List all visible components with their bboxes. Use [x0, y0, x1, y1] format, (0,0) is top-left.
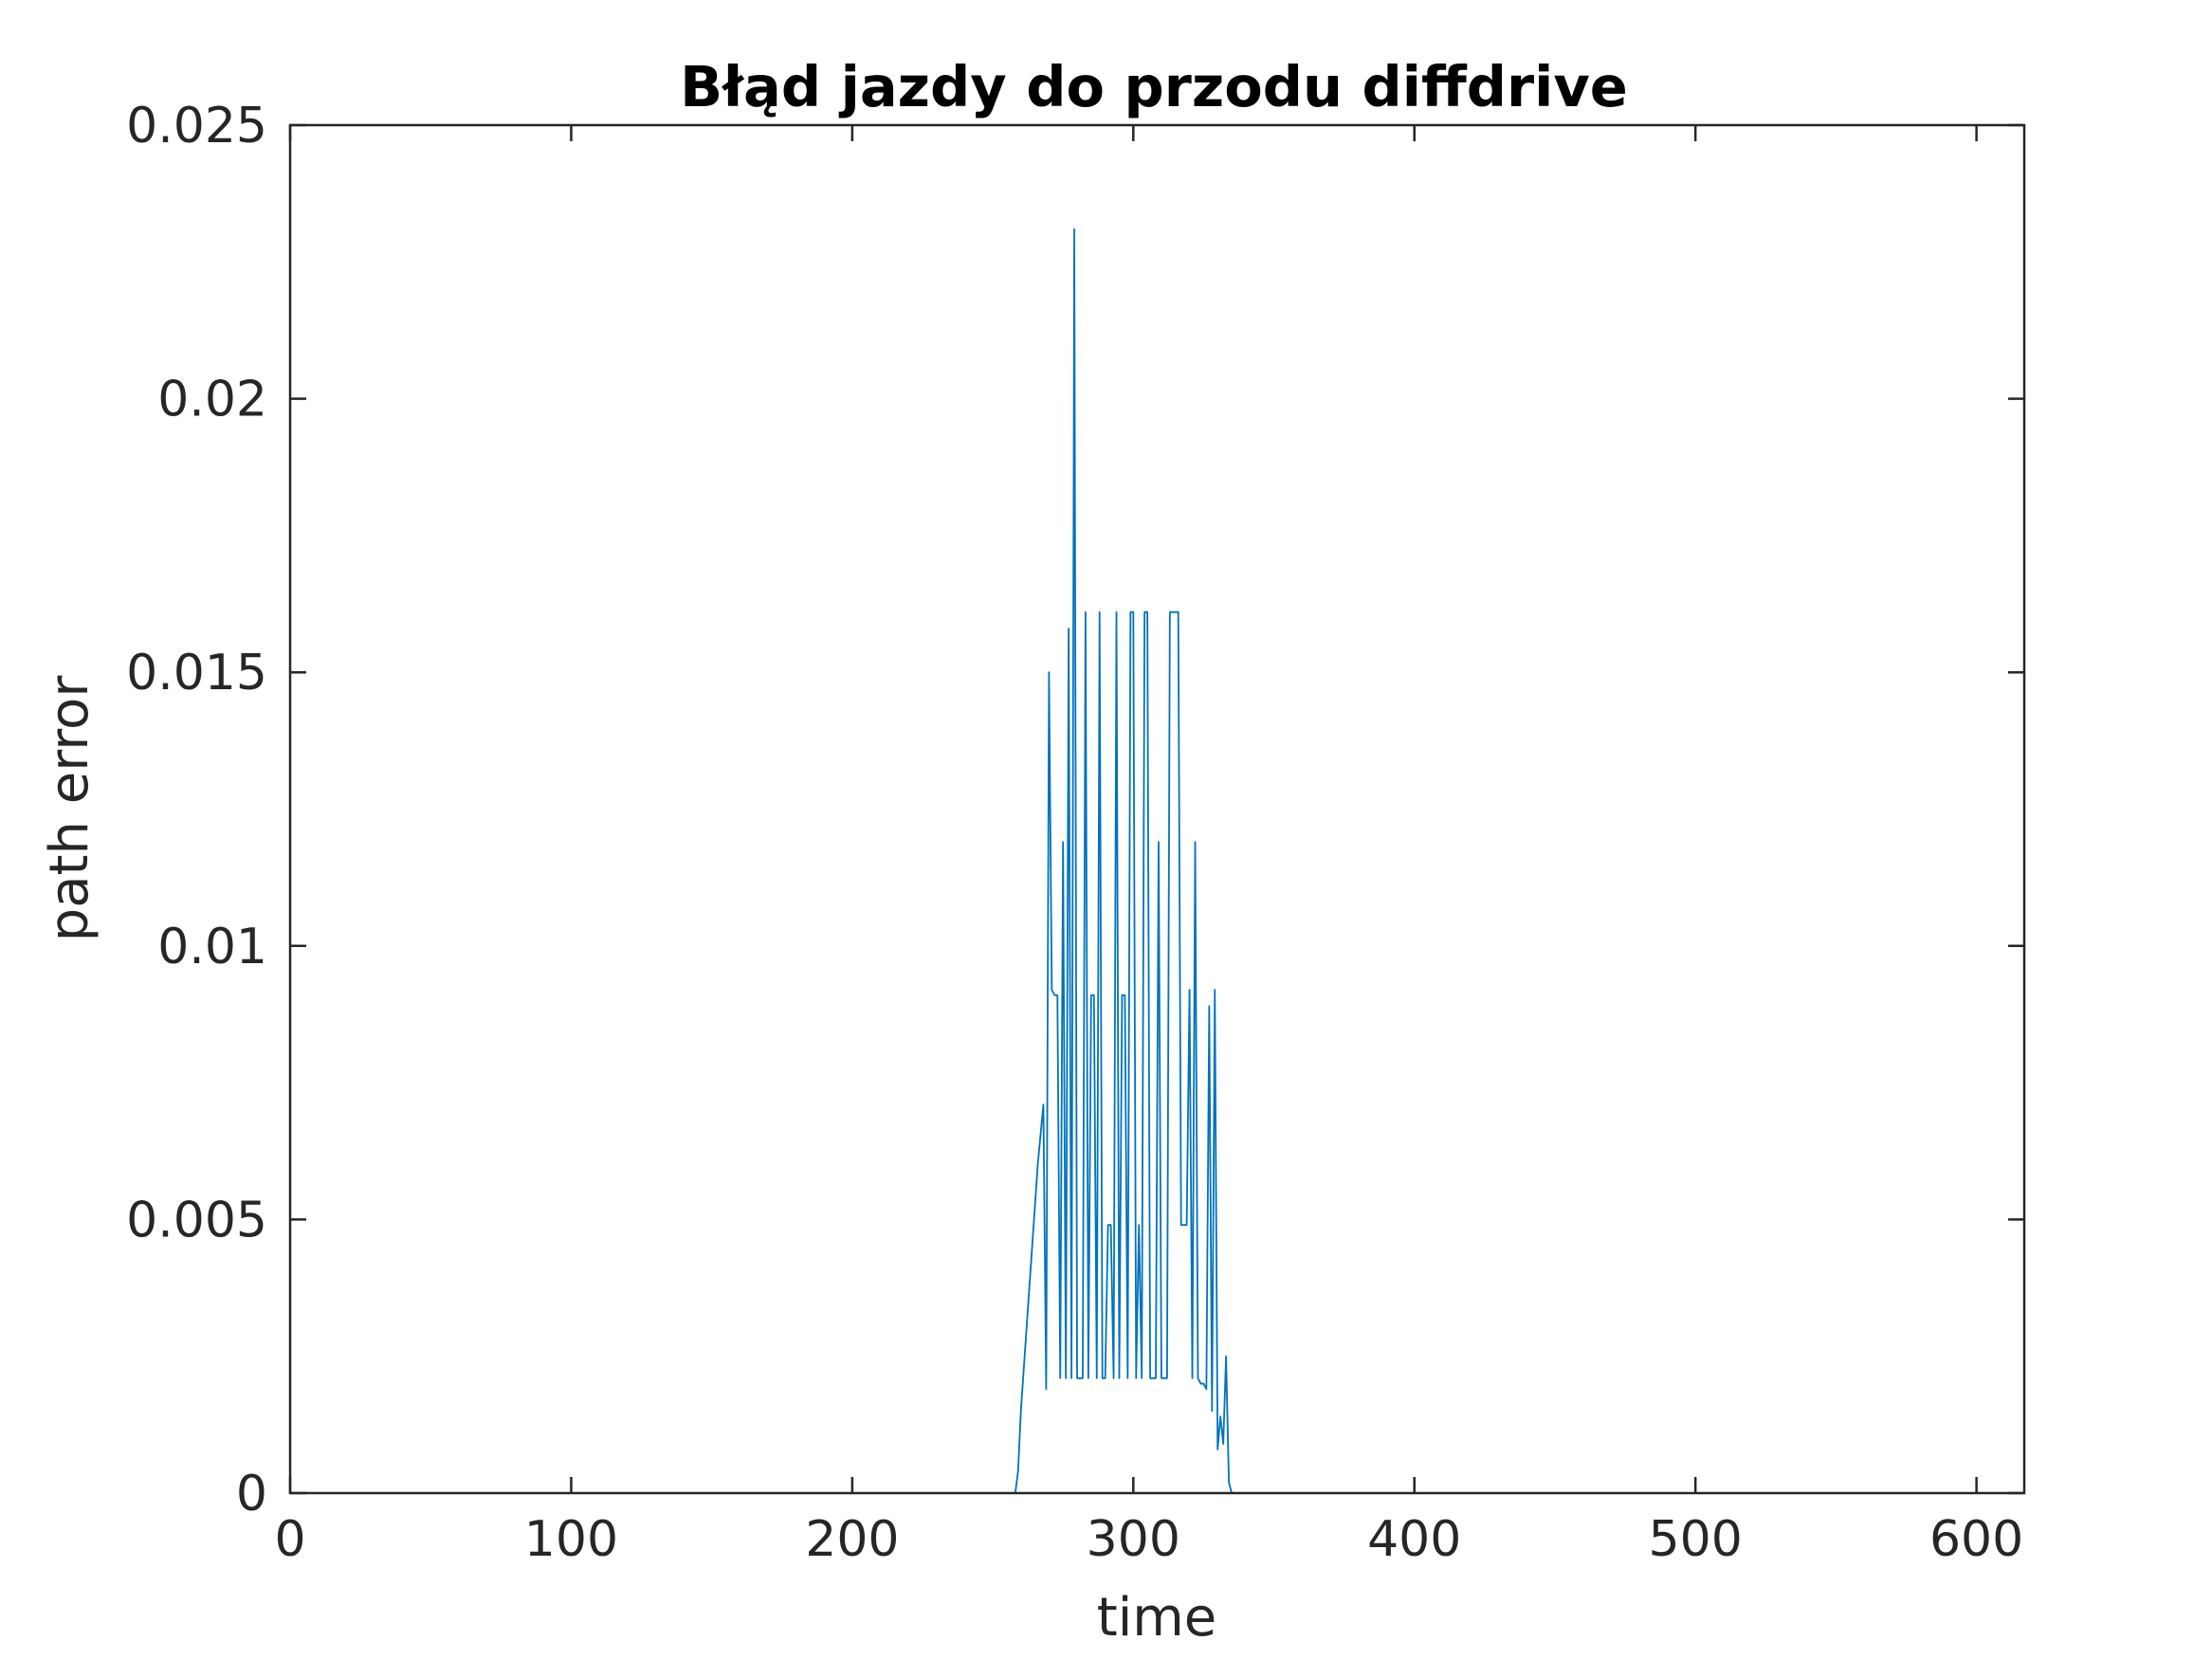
chart-title: Błąd jazdy do przodu diffdrive: [680, 54, 1628, 119]
x-tick-label: 100: [524, 1511, 618, 1568]
tick-label-layer: 0 100 200 300 400 500 600 0 0.005 0.01 0.015 0.02 0.…: [126, 98, 2023, 1568]
y-tick-label: 0.01: [157, 919, 267, 975]
x-tick-label: 200: [805, 1511, 899, 1568]
x-tick-label: 0: [274, 1511, 305, 1568]
y-tick-label: 0.005: [126, 1192, 267, 1249]
x-axis-label: time: [1097, 1587, 1217, 1649]
x-tick-label: 500: [1649, 1511, 1743, 1568]
series-line-1: [290, 228, 2024, 1494]
y-tick-label: 0: [236, 1466, 267, 1522]
axes-frame: [288, 123, 2026, 1495]
x-tick-label: 600: [1929, 1511, 2023, 1568]
plot-background: [290, 125, 2024, 1493]
series-layer: [290, 228, 2024, 1494]
y-axis-label: path error: [39, 675, 101, 942]
y-tick-label: 0.02: [157, 372, 267, 428]
plot-area: [288, 123, 2026, 1495]
y-tick-label: 0.015: [126, 645, 267, 702]
x-tick-label: 400: [1367, 1511, 1461, 1568]
y-tick-label: 0.025: [126, 98, 267, 155]
x-tick-label: 300: [1087, 1511, 1180, 1568]
